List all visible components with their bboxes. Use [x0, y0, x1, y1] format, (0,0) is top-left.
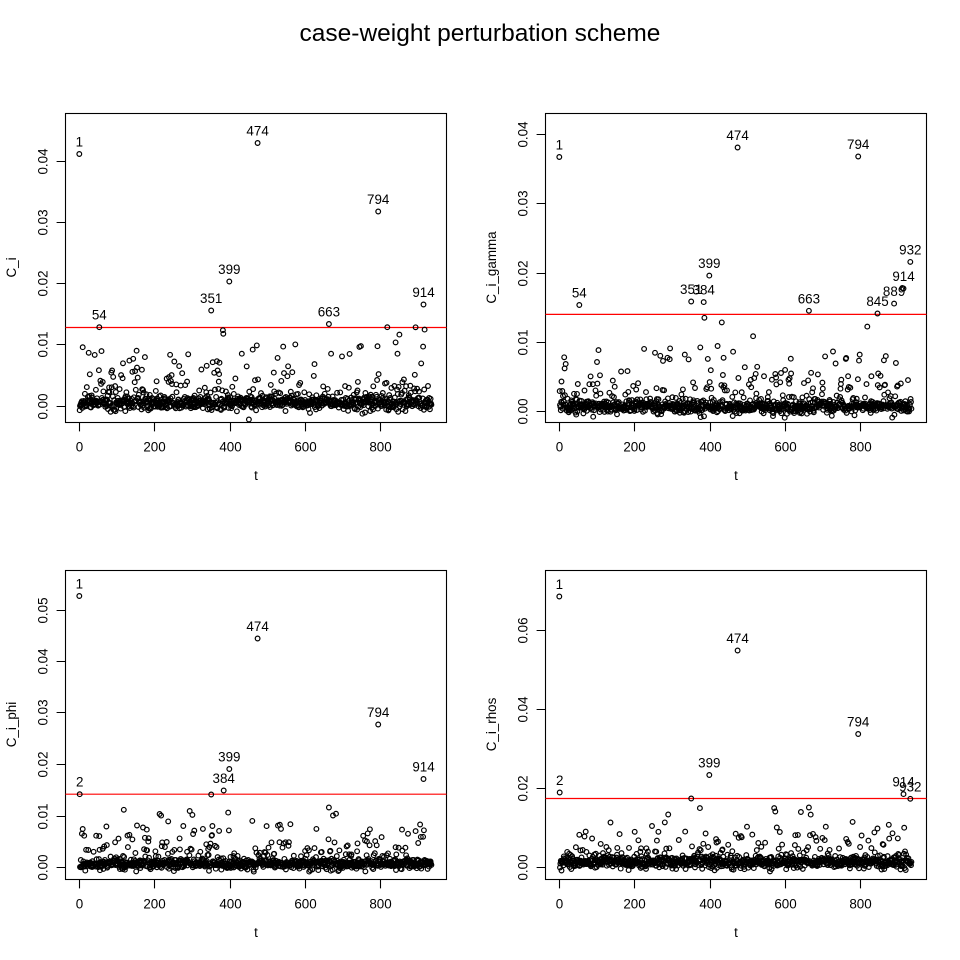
svg-text:384: 384 [213, 771, 236, 786]
svg-text:845: 845 [866, 294, 888, 309]
svg-text:0.01: 0.01 [35, 803, 50, 829]
svg-text:t: t [734, 925, 738, 940]
svg-text:794: 794 [847, 137, 870, 152]
svg-text:0.03: 0.03 [35, 209, 50, 235]
svg-text:384: 384 [693, 283, 716, 298]
svg-text:200: 200 [623, 897, 645, 912]
svg-text:54: 54 [572, 286, 587, 301]
svg-text:0: 0 [556, 897, 563, 912]
svg-text:400: 400 [699, 440, 721, 455]
svg-text:932: 932 [899, 779, 921, 794]
svg-text:54: 54 [92, 308, 107, 323]
svg-text:0.04: 0.04 [515, 121, 530, 148]
svg-text:474: 474 [246, 619, 269, 634]
svg-text:351: 351 [680, 282, 702, 297]
svg-text:800: 800 [369, 440, 391, 455]
svg-text:0.05: 0.05 [35, 597, 50, 623]
svg-text:200: 200 [143, 440, 165, 455]
svg-text:C_i: C_i [4, 257, 19, 277]
svg-text:1: 1 [556, 138, 563, 153]
svg-text:0.01: 0.01 [35, 331, 50, 357]
svg-text:474: 474 [726, 128, 749, 143]
svg-text:0: 0 [556, 440, 563, 455]
svg-text:0.02: 0.02 [35, 270, 50, 296]
svg-text:0.06: 0.06 [515, 617, 530, 643]
svg-text:0.02: 0.02 [515, 260, 530, 286]
svg-text:0: 0 [76, 440, 83, 455]
svg-text:2: 2 [76, 775, 83, 790]
svg-text:399: 399 [218, 750, 240, 765]
svg-text:600: 600 [294, 440, 316, 455]
svg-text:0.00: 0.00 [35, 393, 50, 419]
svg-text:t: t [734, 468, 738, 483]
svg-text:2: 2 [556, 773, 563, 788]
svg-text:914: 914 [892, 775, 915, 790]
svg-text:914: 914 [412, 285, 435, 300]
svg-text:0.02: 0.02 [515, 775, 530, 801]
svg-text:400: 400 [219, 440, 241, 455]
svg-text:0.00: 0.00 [515, 854, 530, 880]
svg-text:0.01: 0.01 [515, 329, 530, 355]
svg-text:1: 1 [76, 135, 83, 150]
svg-text:600: 600 [294, 897, 316, 912]
svg-text:400: 400 [699, 897, 721, 912]
svg-text:C_i_rhos: C_i_rhos [484, 697, 499, 751]
svg-text:200: 200 [143, 897, 165, 912]
svg-text:351: 351 [200, 291, 222, 306]
svg-text:800: 800 [369, 897, 391, 912]
svg-text:914: 914 [892, 269, 915, 284]
svg-text:0.04: 0.04 [35, 648, 50, 675]
svg-text:794: 794 [367, 705, 390, 720]
svg-text:0.04: 0.04 [35, 148, 50, 175]
svg-text:C_i_phi: C_i_phi [4, 702, 19, 747]
svg-text:0.04: 0.04 [515, 696, 530, 723]
svg-text:200: 200 [623, 440, 645, 455]
svg-text:0.03: 0.03 [515, 190, 530, 216]
svg-text:0.00: 0.00 [515, 398, 530, 424]
svg-text:600: 600 [774, 440, 796, 455]
svg-text:800: 800 [849, 440, 871, 455]
svg-text:0.02: 0.02 [35, 751, 50, 777]
svg-text:1: 1 [76, 577, 83, 592]
svg-text:600: 600 [774, 897, 796, 912]
svg-text:C_i_gamma: C_i_gamma [484, 231, 499, 304]
svg-text:663: 663 [798, 291, 820, 306]
svg-text:0.03: 0.03 [35, 699, 50, 725]
svg-text:case-weight perturbation schem: case-weight perturbation scheme [300, 20, 661, 47]
svg-text:663: 663 [318, 305, 340, 320]
svg-text:474: 474 [246, 124, 269, 139]
svg-text:932: 932 [899, 242, 921, 257]
svg-text:399: 399 [218, 262, 240, 277]
svg-text:794: 794 [847, 715, 870, 730]
svg-text:t: t [254, 925, 258, 940]
svg-text:400: 400 [219, 897, 241, 912]
svg-text:794: 794 [367, 192, 390, 207]
svg-text:0.00: 0.00 [35, 854, 50, 880]
svg-text:399: 399 [698, 756, 720, 771]
svg-text:0: 0 [76, 897, 83, 912]
svg-text:474: 474 [726, 631, 749, 646]
svg-text:800: 800 [849, 897, 871, 912]
svg-text:914: 914 [412, 760, 435, 775]
svg-text:1: 1 [556, 577, 563, 592]
svg-text:t: t [254, 468, 258, 483]
svg-text:399: 399 [698, 256, 720, 271]
